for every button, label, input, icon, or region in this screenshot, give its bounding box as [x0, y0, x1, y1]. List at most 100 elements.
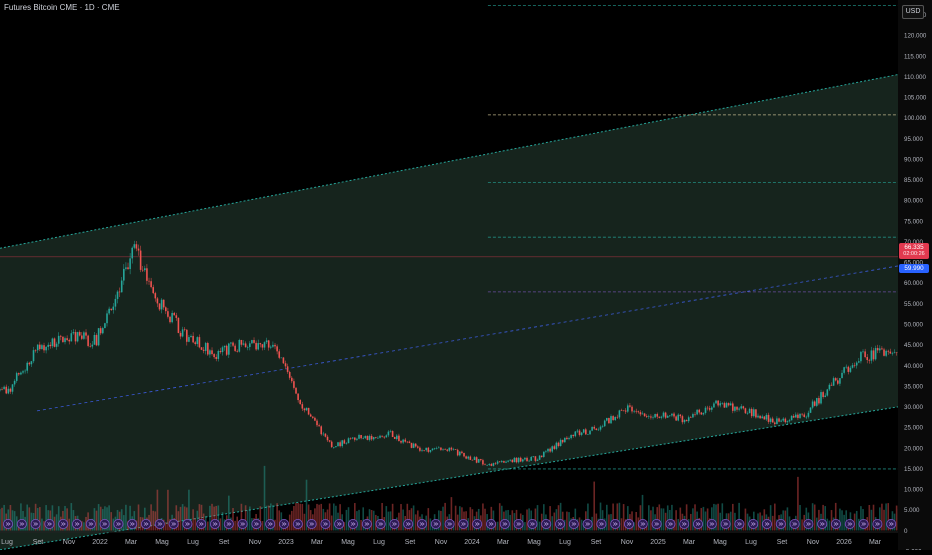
- event-marker[interactable]: [307, 519, 316, 528]
- event-marker[interactable]: [155, 519, 164, 528]
- time-label[interactable]: Nov: [63, 539, 76, 546]
- time-label[interactable]: Lug: [373, 539, 385, 546]
- event-marker[interactable]: [707, 519, 716, 528]
- event-marker[interactable]: [486, 519, 495, 528]
- event-marker[interactable]: [831, 519, 840, 528]
- time-label[interactable]: Set: [777, 539, 788, 546]
- event-marker[interactable]: [183, 519, 192, 528]
- event-marker[interactable]: [873, 519, 882, 528]
- event-marker[interactable]: [652, 519, 661, 528]
- event-marker[interactable]: [3, 519, 12, 528]
- event-marker[interactable]: [735, 519, 744, 528]
- event-marker[interactable]: [100, 519, 109, 528]
- event-marker[interactable]: [555, 519, 564, 528]
- event-marker[interactable]: [128, 519, 137, 528]
- event-marker[interactable]: [611, 519, 620, 528]
- event-marker[interactable]: [252, 519, 261, 528]
- event-marker[interactable]: [335, 519, 344, 528]
- time-label[interactable]: Set: [591, 539, 602, 546]
- event-marker[interactable]: [348, 519, 357, 528]
- event-marker[interactable]: [459, 519, 468, 528]
- event-marker[interactable]: [845, 519, 854, 528]
- event-marker[interactable]: [238, 519, 247, 528]
- event-marker[interactable]: [376, 519, 385, 528]
- event-marker[interactable]: [500, 519, 509, 528]
- time-label[interactable]: Nov: [807, 539, 820, 546]
- time-label[interactable]: Set: [33, 539, 44, 546]
- event-marker[interactable]: [790, 519, 799, 528]
- event-marker[interactable]: [266, 519, 275, 528]
- time-label[interactable]: Set: [405, 539, 416, 546]
- event-marker[interactable]: [804, 519, 813, 528]
- event-marker[interactable]: [569, 519, 578, 528]
- event-marker[interactable]: [514, 519, 523, 528]
- time-axis[interactable]: Lug Set Nov 2022 Mar Mag Lug Set Nov 2023 Mar Mag Lu…: [0, 532, 913, 546]
- time-label[interactable]: Mar: [125, 539, 138, 546]
- price-axis[interactable]: [898, 0, 932, 550]
- event-marker[interactable]: [776, 519, 785, 528]
- time-label[interactable]: Lug: [187, 539, 199, 546]
- event-marker[interactable]: [666, 519, 675, 528]
- time-label[interactable]: Nov: [435, 539, 448, 546]
- event-marker[interactable]: [362, 519, 371, 528]
- time-label[interactable]: Mar: [311, 539, 324, 546]
- time-label[interactable]: Lug: [745, 539, 757, 546]
- time-label[interactable]: Mar: [497, 539, 510, 546]
- event-marker[interactable]: [45, 519, 54, 528]
- event-marker[interactable]: [169, 519, 178, 528]
- event-marker[interactable]: [818, 519, 827, 528]
- event-marker[interactable]: [59, 519, 68, 528]
- time-label[interactable]: Mag: [527, 539, 541, 546]
- event-marker[interactable]: [445, 519, 454, 528]
- time-label[interactable]: Lug: [1, 539, 13, 546]
- time-label[interactable]: Lug: [559, 539, 571, 546]
- currency-button[interactable]: USD: [902, 5, 924, 19]
- time-label[interactable]: 2025: [650, 539, 666, 546]
- time-label[interactable]: 2026: [836, 539, 852, 546]
- time-label[interactable]: Mag: [713, 539, 727, 546]
- event-marker[interactable]: [638, 519, 647, 528]
- time-label[interactable]: Mag: [341, 539, 355, 546]
- time-label[interactable]: Set: [219, 539, 230, 546]
- event-marker[interactable]: [749, 519, 758, 528]
- event-marker[interactable]: [31, 519, 40, 528]
- event-marker[interactable]: [859, 519, 868, 528]
- event-marker[interactable]: [693, 519, 702, 528]
- event-marker[interactable]: [210, 519, 219, 528]
- event-marker[interactable]: [680, 519, 689, 528]
- event-marker[interactable]: [279, 519, 288, 528]
- event-marker[interactable]: [887, 519, 896, 528]
- symbol-title[interactable]: Futures Bitcoin CME · 1D · CME: [4, 3, 120, 12]
- time-label[interactable]: Mar: [869, 539, 882, 546]
- event-marker[interactable]: [72, 519, 81, 528]
- time-label[interactable]: 2024: [464, 539, 480, 546]
- event-marker[interactable]: [417, 519, 426, 528]
- time-label[interactable]: Nov: [621, 539, 634, 546]
- event-marker[interactable]: [86, 519, 95, 528]
- time-label[interactable]: 2022: [92, 539, 108, 546]
- event-marker[interactable]: [597, 519, 606, 528]
- event-marker[interactable]: [404, 519, 413, 528]
- event-marker[interactable]: [762, 519, 771, 528]
- event-marker[interactable]: [197, 519, 206, 528]
- event-marker[interactable]: [321, 519, 330, 528]
- time-label[interactable]: 2023: [278, 539, 294, 546]
- event-marker[interactable]: [17, 519, 26, 528]
- event-marker[interactable]: [293, 519, 302, 528]
- time-label[interactable]: Nov: [249, 539, 262, 546]
- event-marker[interactable]: [624, 519, 633, 528]
- time-label[interactable]: Mar: [683, 539, 696, 546]
- event-marker[interactable]: [473, 519, 482, 528]
- event-marker[interactable]: [528, 519, 537, 528]
- regression-channel[interactable]: [0, 75, 932, 550]
- event-marker[interactable]: [141, 519, 150, 528]
- event-marker[interactable]: [583, 519, 592, 528]
- event-marker[interactable]: [224, 519, 233, 528]
- event-marker[interactable]: [431, 519, 440, 528]
- time-label[interactable]: Mag: [155, 539, 169, 546]
- event-marker[interactable]: [721, 519, 730, 528]
- event-marker[interactable]: [542, 519, 551, 528]
- event-marker[interactable]: [390, 519, 399, 528]
